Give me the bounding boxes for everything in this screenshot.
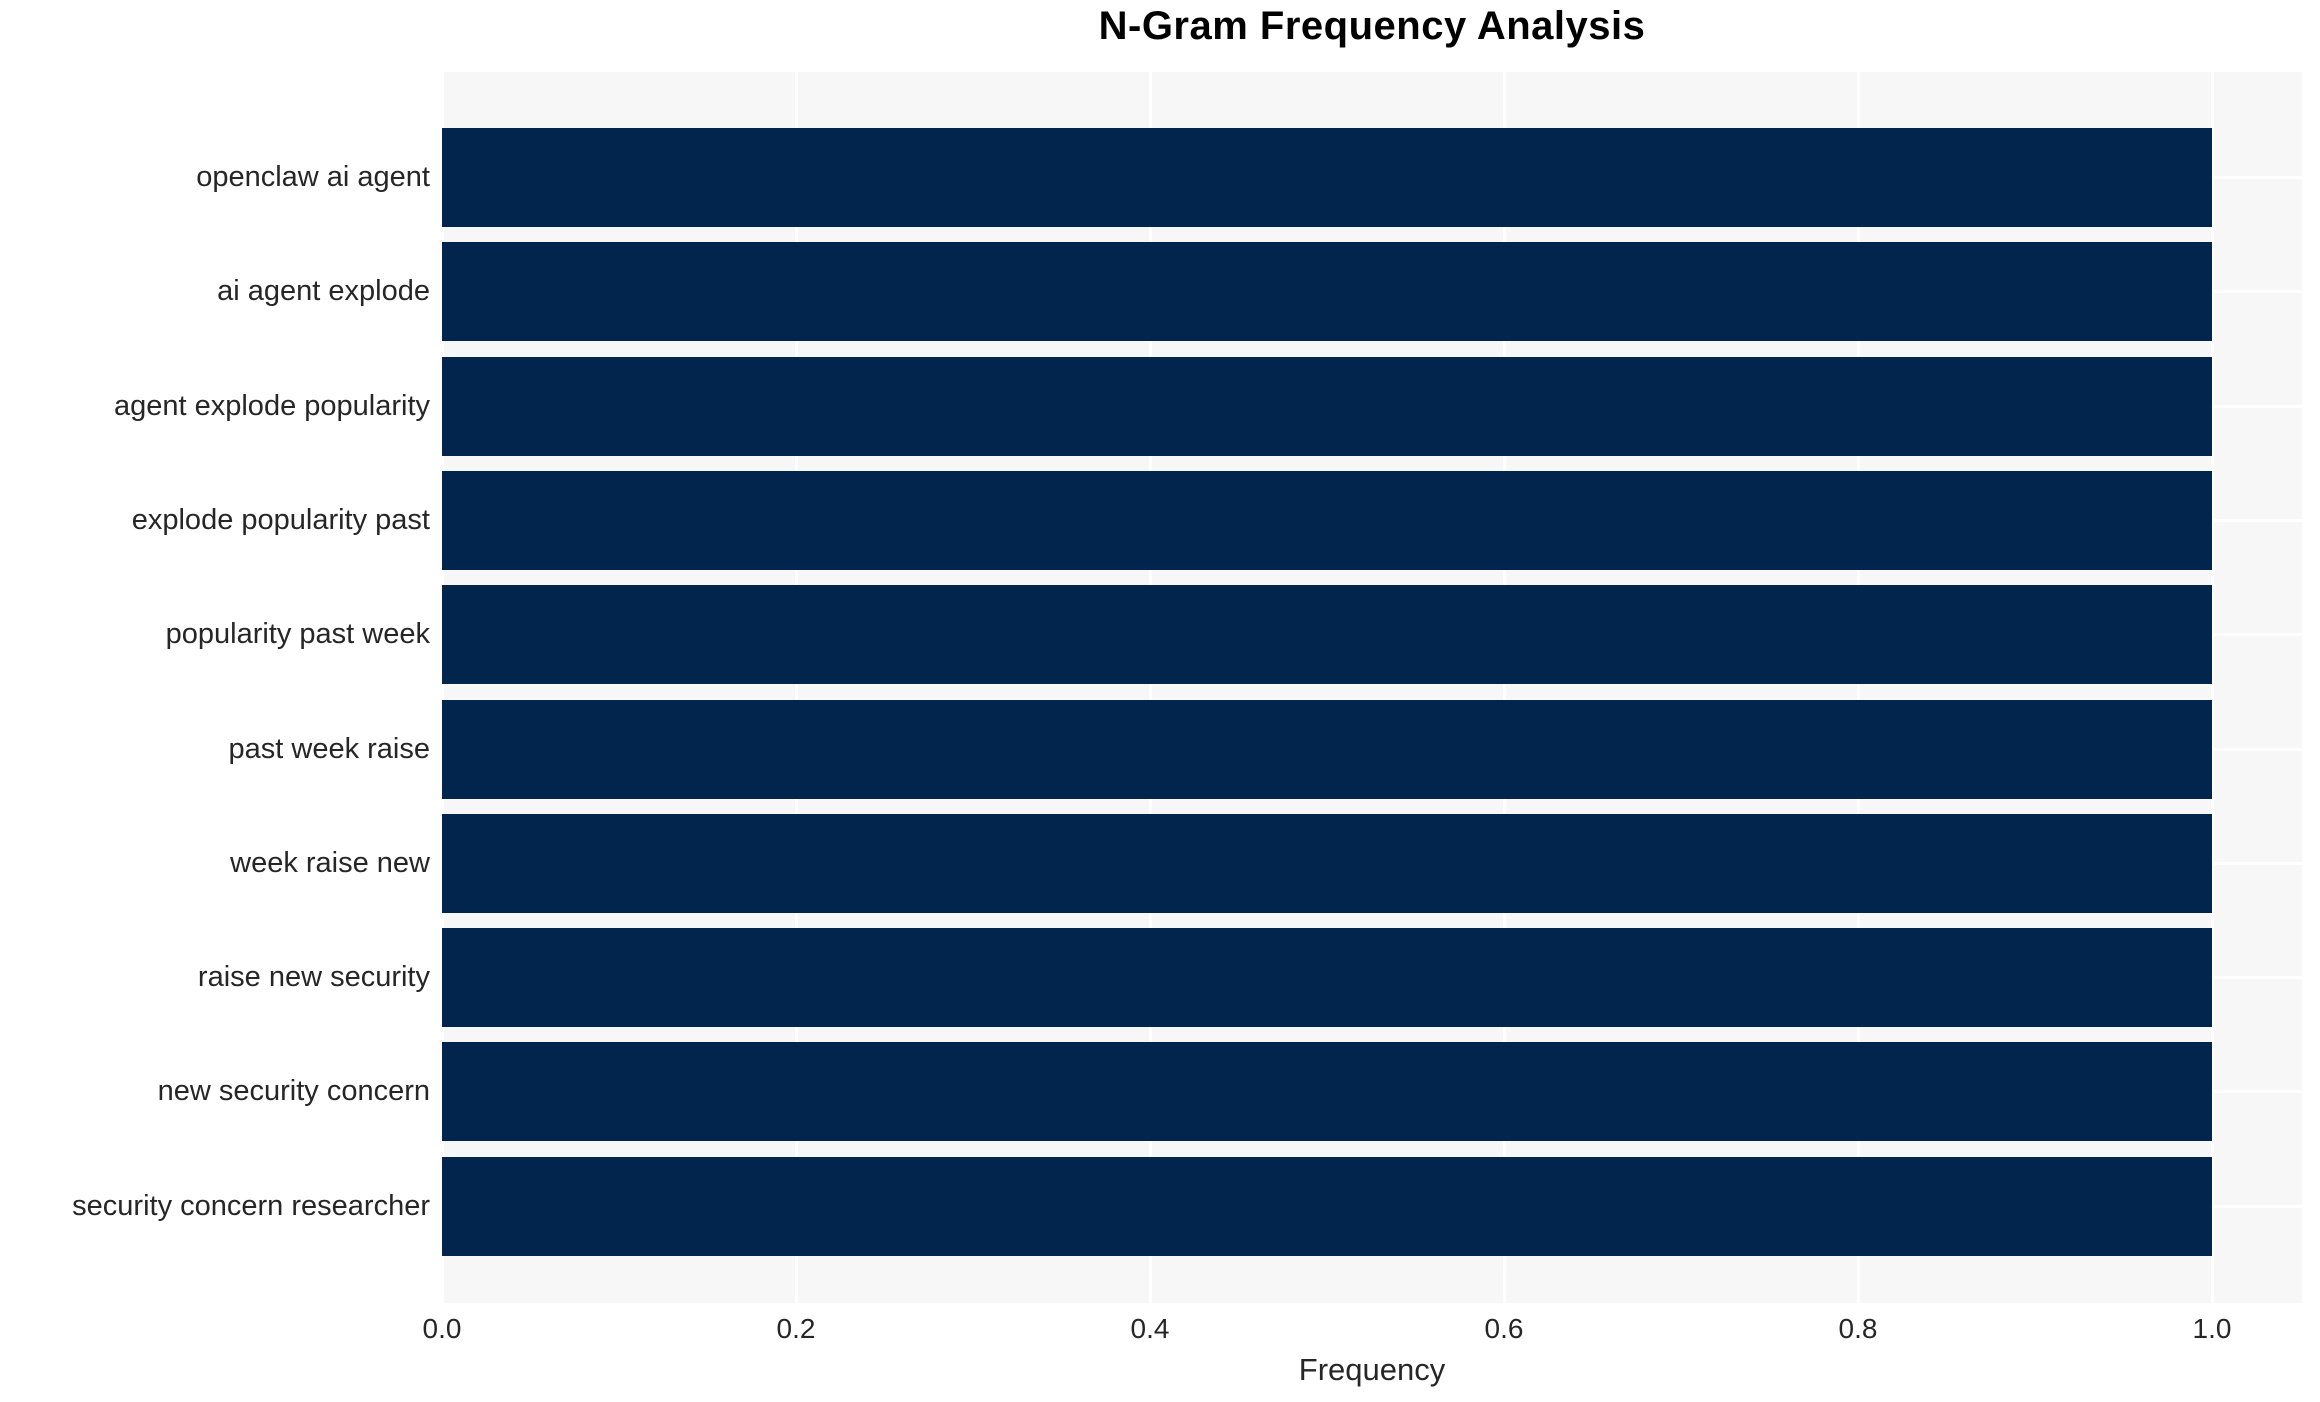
category-label: explode popularity past xyxy=(131,503,430,536)
category-label: week raise new xyxy=(230,846,430,879)
x-axis-label: Frequency xyxy=(1298,1352,1446,1387)
category-label: past week raise xyxy=(228,732,431,765)
frequency-bar xyxy=(442,128,2212,227)
x-tick-label: 0.2 xyxy=(776,1313,816,1344)
x-tick-label: 0.4 xyxy=(1130,1313,1170,1344)
x-tick-label: 0.6 xyxy=(1484,1313,1524,1344)
plot-area xyxy=(440,72,2302,1303)
category-label: popularity past week xyxy=(165,618,430,651)
frequency-bar xyxy=(442,470,2212,570)
category-label: security concern researcher xyxy=(72,1189,430,1222)
category-label: ai agent explode xyxy=(217,275,430,308)
chart-title: N-Gram Frequency Analysis xyxy=(1098,4,1646,48)
category-label: raise new security xyxy=(197,961,430,994)
x-tick-label: 0.0 xyxy=(422,1313,462,1344)
gridline-vertical xyxy=(1856,72,1860,1303)
frequency-bar xyxy=(442,1156,2212,1256)
frequency-bar xyxy=(442,928,2212,1028)
frequency-bar xyxy=(442,699,2212,799)
category-label: openclaw ai agent xyxy=(196,161,430,193)
gridline-vertical xyxy=(794,72,798,1303)
gridline-vertical xyxy=(2210,72,2214,1303)
gridline-vertical xyxy=(1148,72,1152,1303)
frequency-bar xyxy=(442,813,2212,913)
frequency-bar xyxy=(442,585,2212,685)
frequency-bar xyxy=(442,242,2212,342)
frequency-bar xyxy=(442,1042,2212,1142)
gridline-vertical xyxy=(1502,72,1506,1303)
x-tick-label: 1.0 xyxy=(2192,1313,2232,1344)
frequency-bar xyxy=(442,356,2212,456)
gridline-vertical xyxy=(440,72,444,1303)
category-label: new security concern xyxy=(157,1075,430,1108)
category-label: agent explode popularity xyxy=(113,389,430,422)
x-tick-label: 0.8 xyxy=(1838,1313,1878,1344)
